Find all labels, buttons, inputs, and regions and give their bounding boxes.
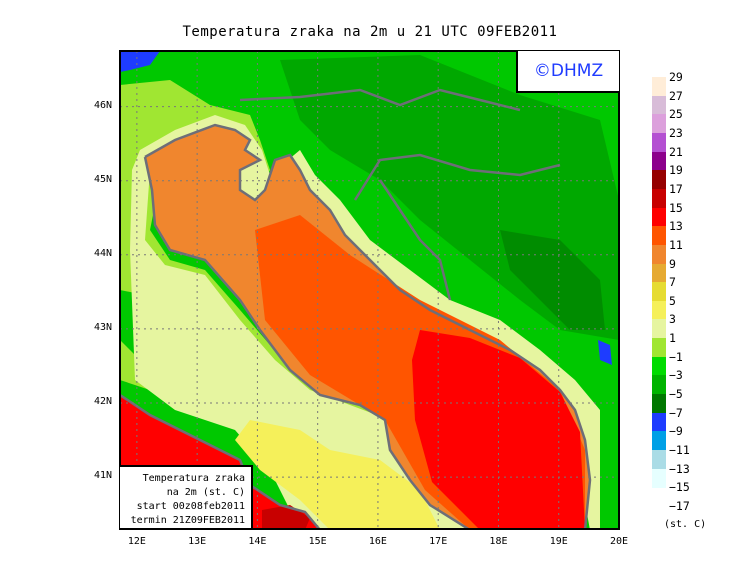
lat-tick-label: 43N	[94, 321, 113, 333]
colorbar-swatch	[652, 375, 666, 395]
colorbar-label: −5	[669, 387, 683, 402]
legend-line: start 00z08feb2011	[136, 501, 245, 512]
colorbar-label: 25	[669, 107, 683, 122]
colorbar-swatch	[652, 468, 666, 488]
map-title: Temperatura zraka na 2m u 21 UTC 09FEB20…	[182, 24, 558, 40]
italy-south-yellow	[235, 420, 440, 529]
colorbar-swatch	[652, 319, 666, 339]
blue-zone-se	[598, 340, 612, 365]
colorbar-swatch	[652, 394, 666, 414]
legend-line: termin 21Z09FEB2011	[130, 515, 245, 526]
colorbar-label: 3	[669, 312, 676, 327]
lon-tick-label: 16E	[368, 536, 387, 547]
dhmz-watermark: ©DHMZ	[516, 51, 619, 93]
colorbar-swatch	[652, 95, 666, 115]
colorbar-label: 27	[669, 88, 683, 103]
lat-tick-label: 42N	[94, 396, 113, 407]
colorbar-label: −7	[669, 405, 683, 420]
lat-tick-label: 44N	[94, 247, 113, 259]
colorbar-label: 15	[669, 200, 683, 215]
colorbar-label: 5	[669, 293, 676, 308]
lon-tick-label: 19E	[549, 536, 568, 547]
colorbar-swatch	[652, 170, 666, 190]
colorbar-swatch	[652, 431, 666, 451]
colorbar-label: 29	[669, 70, 683, 84]
colorbar-swatch	[652, 77, 666, 97]
colorbar-label: −1	[669, 349, 683, 364]
colorbar-label: 11	[669, 237, 683, 252]
colorbar-label: 1	[669, 331, 676, 346]
colorbar-swatch	[652, 226, 666, 246]
lon-tick-label: 13E	[188, 536, 207, 547]
colorbar-label: −3	[669, 368, 683, 383]
grid-lines	[120, 51, 619, 529]
colorbar-swatch	[652, 450, 666, 470]
colorbar-label: 13	[669, 219, 683, 234]
lon-tick-label: 17E	[429, 536, 448, 547]
colorbar-swatch	[652, 188, 666, 209]
lat-tick-label: 45N	[94, 173, 113, 185]
colorbar-swatch	[652, 338, 666, 358]
legend-line: Temperatura zraka	[142, 473, 245, 484]
lon-tick-label: 14E	[248, 536, 267, 547]
colorbar-swatch	[652, 282, 666, 302]
colorbar-label: −9	[669, 424, 683, 439]
colorbar-label: −17	[669, 498, 690, 513]
colorbar-swatch	[652, 114, 666, 134]
lon-tick-label: 15E	[308, 536, 327, 547]
colorbar-swatch	[652, 151, 666, 171]
colorbar-swatch	[652, 412, 666, 432]
lon-tick-label: 18E	[489, 536, 508, 547]
colorbar-swatch	[652, 300, 666, 320]
legend-line: na 2m (st. C)	[166, 487, 245, 498]
blue-zone	[120, 51, 160, 72]
map-frame	[119, 50, 620, 530]
colorbar-swatch	[652, 207, 666, 227]
colorbar-label: −13	[669, 461, 690, 476]
colorbar-label: 23	[669, 125, 683, 140]
darkest-green-zone	[500, 230, 605, 330]
lon-tick-label: 12E	[127, 536, 146, 547]
legend-box: Temperatura zraka na 2m (st. C) start 00…	[120, 465, 253, 528]
colorbar-label: −15	[669, 480, 690, 495]
colorbar-label: 7	[669, 275, 676, 290]
colorbar-label: 17	[669, 181, 683, 196]
lat-tick-label: 46N	[94, 99, 113, 111]
lon-tick-label: 20E	[609, 536, 629, 547]
colorbar-label: 21	[669, 144, 683, 159]
colorbar-label: 19	[669, 163, 683, 178]
colorbar-swatch	[652, 356, 666, 376]
colorbar-swatch	[652, 263, 666, 283]
colorbar-label: −11	[669, 443, 690, 457]
colorbar-unit: (st. C)	[664, 519, 707, 530]
colorbar-label: 9	[669, 256, 676, 271]
colorbar-swatch	[652, 244, 666, 264]
colorbar-swatch	[652, 132, 666, 153]
lat-tick-label: 41N	[94, 470, 113, 482]
